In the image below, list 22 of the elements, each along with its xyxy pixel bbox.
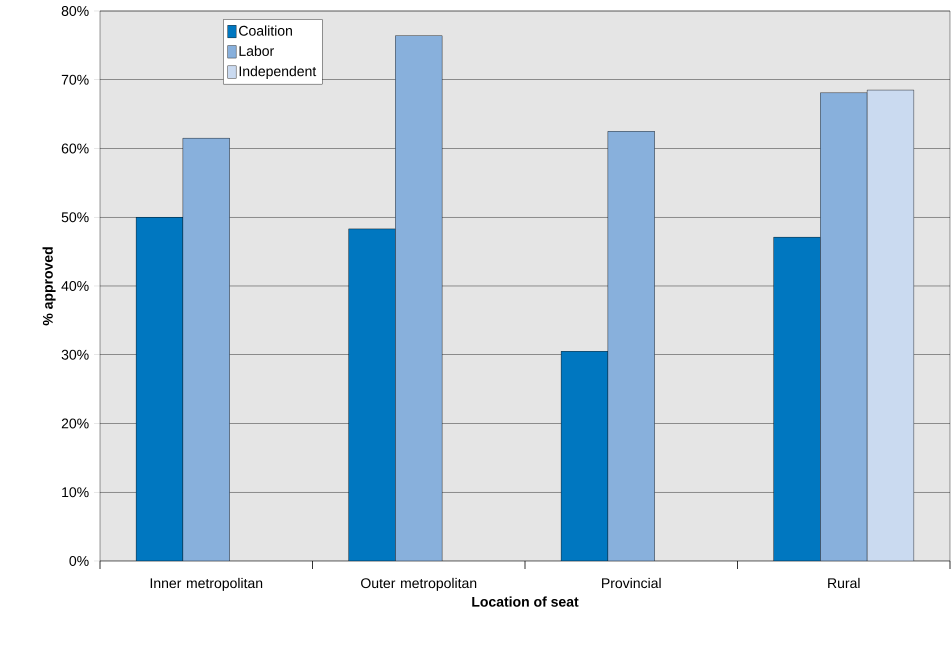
y-tick-label: 40% (61, 281, 89, 291)
y-axis-title: % approved (42, 247, 56, 326)
y-tick-label: 70% (62, 74, 89, 85)
x-axis-title: Location of seat (472, 596, 578, 607)
legend-label: Labor (240, 46, 274, 56)
y-tick-label: 50% (62, 212, 89, 222)
y-tick-label: 20% (62, 418, 89, 428)
bar (820, 92, 868, 561)
y-tick-label: 80% (62, 6, 89, 16)
bar (395, 36, 442, 561)
x-tick-label: Provincial (602, 578, 661, 588)
legend-label: Independent (240, 66, 316, 79)
x-tick-label: Outer metropolitan (361, 578, 476, 591)
legend-label: Coalition (239, 25, 292, 36)
y-tick-label: 30% (62, 350, 89, 360)
bar (182, 138, 230, 561)
bar (608, 131, 655, 561)
x-tick-label: Rural (828, 578, 860, 588)
y-tick-label: 0% (69, 556, 89, 566)
y-tick-label: 10% (62, 487, 89, 498)
y-tick-label: 60% (62, 144, 89, 154)
x-tick-label: Inner metropolitan (150, 578, 262, 591)
